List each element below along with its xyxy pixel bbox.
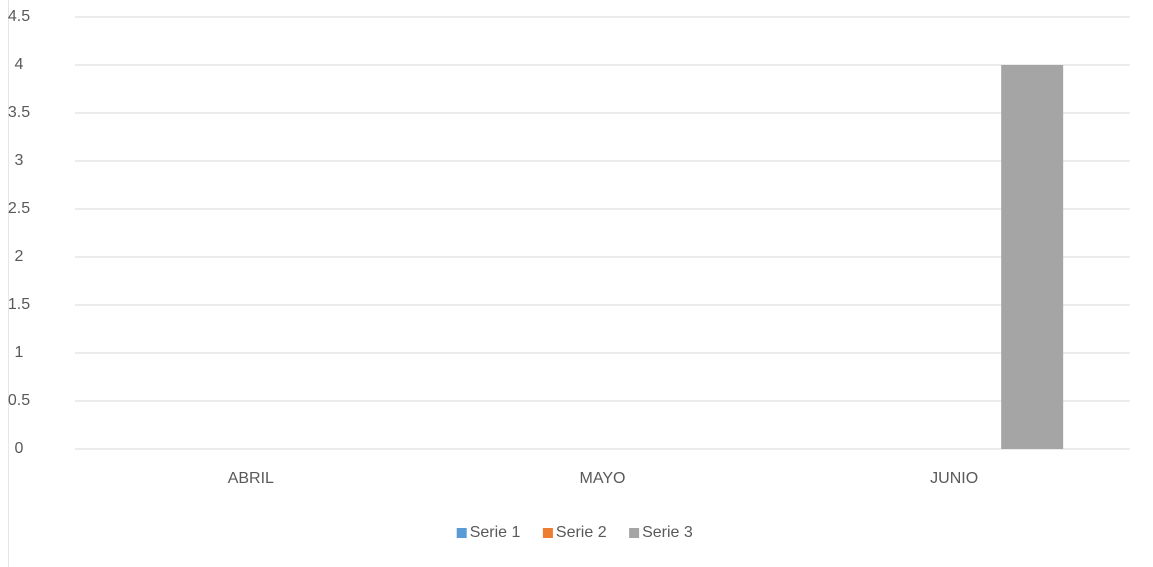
x-tick-label: MAYO (580, 470, 626, 487)
y-tick-label: 4.5 (8, 8, 30, 25)
x-tick-label: JUNIO (930, 470, 978, 487)
bar (1001, 65, 1064, 449)
y-tick-label: 2.5 (8, 200, 30, 217)
legend-label: Serie 2 (556, 524, 607, 541)
y-tick-label: 3.5 (8, 104, 30, 121)
legend-swatch (542, 528, 553, 538)
y-tick-label: 0.5 (8, 392, 30, 409)
y-tick-label: 2 (15, 248, 24, 265)
legend-label: Serie 1 (470, 524, 521, 541)
y-tick-label: 4 (15, 56, 24, 73)
y-tick-label: 3 (15, 152, 24, 169)
y-tick-label: 0 (15, 440, 24, 457)
x-tick-label: ABRIL (228, 470, 274, 487)
legend-label: Serie 3 (642, 524, 693, 541)
y-tick-label: 1 (15, 344, 24, 361)
legend-swatch (629, 528, 640, 538)
legend-swatch (456, 528, 467, 538)
y-tick-label: 1.5 (8, 296, 30, 313)
